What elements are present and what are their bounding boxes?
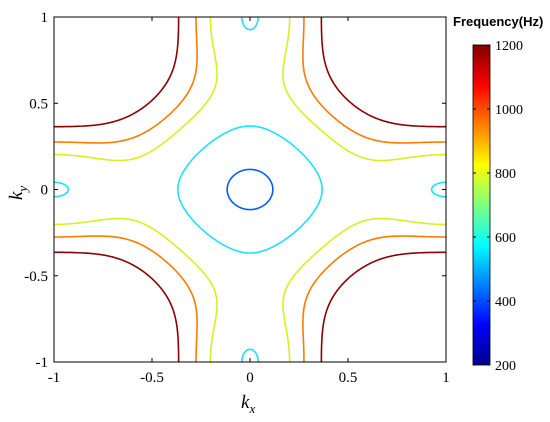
colorbar-tick-label: 200 [495, 359, 516, 374]
contour-line-450 [226, 168, 274, 211]
contour-lines [54, 17, 446, 362]
y-tick-label: -1 [36, 355, 49, 371]
y-tick-label: 0 [41, 183, 49, 199]
x-tick-label: 0 [246, 370, 254, 386]
contour-line-800 [54, 17, 446, 362]
y-tick-label: 1 [41, 10, 49, 26]
colorbar [472, 44, 491, 366]
x-tick-label: 0.5 [339, 370, 358, 386]
colorbar-tick-label: 800 [495, 167, 516, 182]
x-tick-label: -1 [48, 370, 61, 386]
y-tick-label: 0.5 [29, 96, 48, 112]
x-tick-label: 1 [442, 370, 450, 386]
colorbar-title: Frequency(Hz) [453, 14, 543, 29]
contour-line-1150 [54, 17, 446, 362]
axis-ticks: -1 -0.5 0 0.5 1 1 0.5 0 -0.5 -1 [24, 10, 450, 386]
colorbar-tick-label: 600 [495, 231, 516, 246]
y-tick-label: -0.5 [24, 269, 48, 285]
plot-frame [53, 16, 447, 363]
x-tick-label: -0.5 [140, 370, 164, 386]
x-axis-label: kx [241, 392, 255, 416]
colorbar-tick-label: 1200 [495, 39, 523, 54]
contour-line-950 [54, 17, 446, 362]
contour-line-600 [54, 17, 446, 362]
colorbar-tick-label: 1000 [495, 103, 523, 118]
colorbar-ticks: 1200 1000 800 600 400 200 [473, 39, 523, 374]
y-axis-label: ky [6, 186, 30, 200]
colorbar-tick-label: 400 [495, 295, 516, 310]
